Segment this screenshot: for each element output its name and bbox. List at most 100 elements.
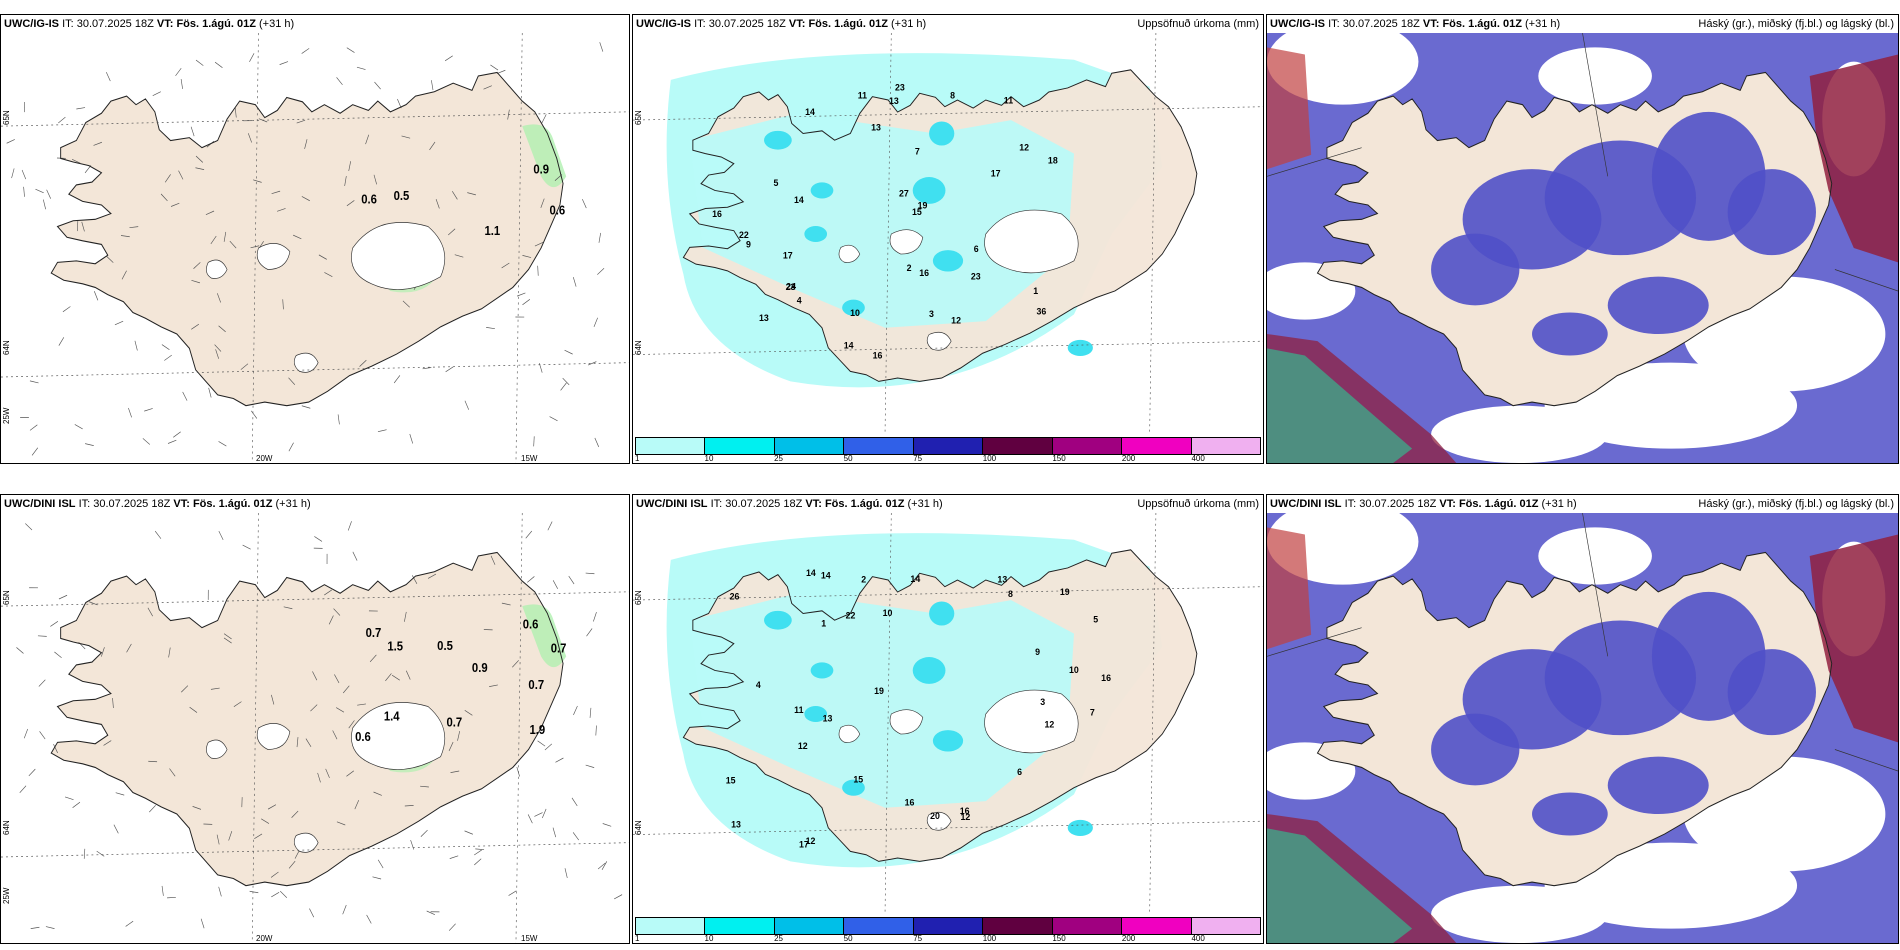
map-value-label: 26 — [730, 591, 740, 601]
panel-field-title: Háský (gr.), miðský (fj.bl.) og lágský (… — [1698, 18, 1894, 30]
axis-label-lat-top: 65N — [2, 590, 11, 605]
wind-map: 0.5 0.6 0.6 1.1 0.9 — [1, 33, 629, 463]
map-value-label: 0.9 — [533, 162, 549, 177]
axis-label-lon-right: 15W — [521, 934, 538, 943]
map-value-label: 10 — [883, 608, 893, 618]
map-value-label: 3 — [1040, 697, 1045, 707]
colorbar-tick-label: 50 — [843, 934, 853, 943]
map-value-label: 0.5 — [437, 638, 453, 653]
wind-map-svg: 0.5 0.6 0.6 1.1 0.9 — [1, 33, 629, 463]
map-value-label: 5 — [773, 178, 778, 188]
map-value-label: 15 — [912, 207, 922, 217]
map-value-label: 1.5 — [387, 639, 403, 654]
map-value-label: 3 — [929, 309, 934, 319]
colorbar-swatches — [635, 917, 1261, 935]
colorbar-swatch — [1191, 438, 1260, 454]
map-panel-3: UWC/IG-IS IT: 30.07.2025 18Z VT: Fös. 1.… — [1266, 14, 1899, 464]
panel-model-name: UWC/DINI ISL — [636, 498, 708, 510]
colorbar-tick-label: 1 — [635, 454, 640, 463]
precip-map-svg: 1213121617162014131011132215141226151912… — [633, 513, 1263, 915]
colorbar-tick-label: 200 — [1121, 934, 1136, 943]
map-value-label: 14 — [794, 195, 805, 205]
cloud-map — [1267, 513, 1898, 943]
map-value-label: 2 — [907, 263, 912, 273]
map-value-label: 13 — [823, 713, 833, 723]
map-value-label: 12 — [806, 836, 816, 846]
map-value-label: 14 — [805, 107, 816, 117]
map-panel-4: UWC/DINI ISL IT: 30.07.2025 18Z VT: Fös.… — [0, 494, 630, 944]
colorbar-tick-label: 25 — [774, 454, 784, 463]
colorbar-tick-label: 10 — [704, 934, 714, 943]
map-value-label: 13 — [889, 96, 899, 106]
map-value-label: 23 — [895, 82, 905, 92]
panel-vt-value: Fös. 1.ágú. 01Z — [808, 18, 888, 30]
panel-it-label: IT: — [694, 18, 706, 30]
panel-vt-label: VT: — [805, 498, 822, 510]
map-value-label: 27 — [899, 188, 909, 198]
colorbar-swatch — [844, 918, 914, 934]
map-value-label: 8 — [1008, 589, 1013, 599]
axis-label-lon-left: 25W — [2, 407, 11, 424]
colorbar-tick-label: 75 — [913, 454, 923, 463]
map-panel-6: UWC/DINI ISL IT: 30.07.2025 18Z VT: Fös.… — [1266, 494, 1899, 944]
precip-map: 12 13 12 16 17 16 20 14 13 10 11 13 22 15 14 12 26 15 19 12… — [633, 513, 1263, 915]
colorbar-swatch — [774, 918, 845, 934]
cloud-map-svg — [1267, 513, 1898, 943]
panel-lead-time: (+31 h) — [1541, 498, 1577, 510]
map-value-label: 24 — [786, 281, 797, 291]
map-value-label: 11 — [794, 705, 803, 715]
map-value-label: 0.7 — [366, 625, 382, 640]
colorbar-swatch — [636, 918, 706, 934]
panel-model-name: UWC/IG-IS — [1270, 18, 1325, 30]
colorbar-tick-label: 200 — [1121, 454, 1136, 463]
panel-it-value: 30.07.2025 18Z — [1359, 498, 1437, 510]
map-value-label: 13 — [997, 574, 1007, 584]
map-value-label: 0.6 — [355, 729, 371, 744]
map-value-label: 13 — [871, 122, 881, 132]
map-value-label: 6 — [1017, 767, 1022, 777]
map-value-label: 0.5 — [394, 189, 410, 204]
panel-vt-value: Fös. 1.ágú. 01Z — [192, 498, 273, 510]
map-value-label: 36 — [1037, 306, 1047, 316]
map-value-label: 0.6 — [361, 192, 377, 207]
axis-label-lon-mid: 20W — [256, 454, 273, 463]
map-panel-5: UWC/DINI ISL IT: 30.07.2025 18Z VT: Fös.… — [632, 494, 1264, 944]
map-value-label: 12 — [961, 812, 971, 822]
map-value-label: 16 — [960, 806, 970, 816]
map-value-label: 8 — [950, 90, 955, 100]
map-value-label: 17 — [799, 839, 809, 849]
colorbar-swatch — [913, 918, 984, 934]
axis-label-lat-top: 65N — [2, 110, 11, 125]
precip-colorbar: 1 10 25 50 75 100 150 200 400 — [633, 435, 1263, 463]
axis-label-lon-left: 25W — [2, 887, 11, 904]
map-panel-1: UWC/IG-IS IT: 30.07.2025 18Z VT: Fös. 1.… — [0, 14, 630, 464]
map-value-label: 12 — [798, 741, 808, 751]
panel-vt-value: Fös. 1.ágú. 01Z — [1442, 18, 1522, 30]
map-value-label: 7 — [915, 147, 920, 157]
map-value-label: 16 — [905, 797, 915, 807]
map-value-label: 12 — [951, 315, 961, 325]
map-value-label: 12 — [1044, 720, 1054, 730]
map-value-label: 1.9 — [529, 722, 545, 737]
map-value-label: 9 — [1035, 647, 1040, 657]
colorbar-tick-label: 400 — [1191, 934, 1205, 943]
map-value-label: 1.1 — [484, 223, 500, 238]
panel-lead-time: (+31 h) — [275, 498, 311, 510]
colorbar-tick-label: 150 — [1052, 454, 1066, 463]
panel-model-name: UWC/IG-IS — [4, 18, 59, 30]
map-value-label: 10 — [1069, 665, 1079, 675]
colorbar-tick-label: 25 — [774, 934, 784, 943]
panel-header: UWC/IG-IS IT: 30.07.2025 18Z VT: Fös. 1.… — [1267, 15, 1898, 33]
map-value-label: 0.9 — [472, 660, 488, 675]
panel-header: UWC/DINI ISL IT: 30.07.2025 18Z VT: Fös.… — [1267, 495, 1898, 513]
map-value-label: 1.4 — [384, 709, 400, 724]
axis-label-lat-top: 65N — [634, 110, 643, 125]
map-panel-2: UWC/IG-IS IT: 30.07.2025 18Z VT: Fös. 1.… — [632, 14, 1264, 464]
map-value-label: 16 — [919, 268, 929, 278]
panel-lead-time: (+31 h) — [907, 498, 943, 510]
map-value-label: 16 — [873, 350, 883, 360]
axis-label-lat-mid: 64N — [2, 340, 11, 355]
panel-it-value: 30.07.2025 18Z — [76, 18, 154, 30]
map-value-label: 13 — [759, 313, 769, 323]
map-value-label: 23 — [971, 271, 981, 281]
